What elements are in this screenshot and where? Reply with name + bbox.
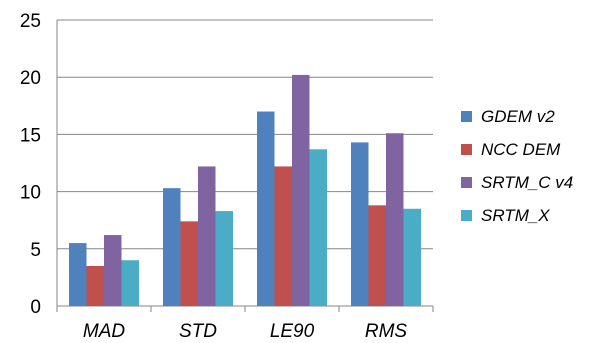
x-category-label: MAD xyxy=(83,321,126,342)
y-tick-label: 0 xyxy=(30,297,41,318)
bar-mad-ncc-dem xyxy=(86,265,104,306)
x-category-label: RMS xyxy=(365,321,408,342)
legend-label: NCC DEM xyxy=(481,140,561,159)
legend-label: SRTM_C v4 xyxy=(481,173,573,192)
legend-swatch xyxy=(461,177,472,188)
x-category-labels: MAD STD LE90 RMS xyxy=(83,321,408,342)
bar-std-ncc-dem xyxy=(180,221,198,306)
y-tick-label: 10 xyxy=(20,183,41,204)
bars xyxy=(69,74,421,307)
bar-std-gdem-v2 xyxy=(163,188,181,306)
legend-swatch xyxy=(461,210,472,221)
bar-mad-srtm-x xyxy=(121,260,139,306)
legend-label: SRTM_X xyxy=(481,206,550,225)
legend-swatch xyxy=(461,111,472,122)
bar-rms-gdem-v2 xyxy=(351,142,369,306)
legend-label: GDEM v2 xyxy=(481,107,555,126)
bar-rms-ncc-dem xyxy=(368,205,386,306)
y-tick-label: 15 xyxy=(20,125,41,146)
bar-le90-srtm-x xyxy=(309,149,327,306)
legend-swatch xyxy=(461,144,472,155)
y-tick-label: 20 xyxy=(20,68,41,89)
y-tick-label: 25 xyxy=(20,11,41,32)
bar-le90-gdem-v2 xyxy=(257,111,275,307)
bar-le90-ncc-dem xyxy=(274,166,292,306)
x-category-label: STD xyxy=(179,321,217,342)
y-tick-label: 5 xyxy=(30,240,41,261)
bar-mad-gdem-v2 xyxy=(69,243,87,306)
bar-std-srtm-c-v4 xyxy=(198,166,216,306)
bar-mad-srtm-c-v4 xyxy=(104,235,122,306)
bar-rms-srtm-c-v4 xyxy=(386,133,404,306)
bar-le90-srtm-c-v4 xyxy=(292,74,310,306)
bar-std-srtm-x xyxy=(215,211,233,306)
legend: GDEM v2 NCC DEM SRTM_C v4 SRTM_X xyxy=(461,107,573,225)
bar-rms-srtm-x xyxy=(403,208,421,306)
y-tick-labels: 0 5 10 15 20 25 xyxy=(20,11,41,318)
x-category-label: LE90 xyxy=(270,321,315,342)
